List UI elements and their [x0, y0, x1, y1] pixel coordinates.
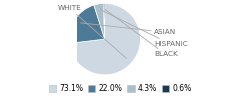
Wedge shape [69, 3, 140, 75]
Text: HISPANIC: HISPANIC [101, 10, 188, 47]
Wedge shape [103, 3, 105, 39]
Text: BLACK: BLACK [105, 10, 178, 57]
Legend: 73.1%, 22.0%, 4.3%, 0.6%: 73.1%, 22.0%, 4.3%, 0.6% [46, 81, 194, 96]
Text: ASIAN: ASIAN [81, 23, 176, 35]
Text: WHITE: WHITE [58, 6, 126, 58]
Wedge shape [94, 3, 105, 39]
Wedge shape [69, 5, 105, 43]
